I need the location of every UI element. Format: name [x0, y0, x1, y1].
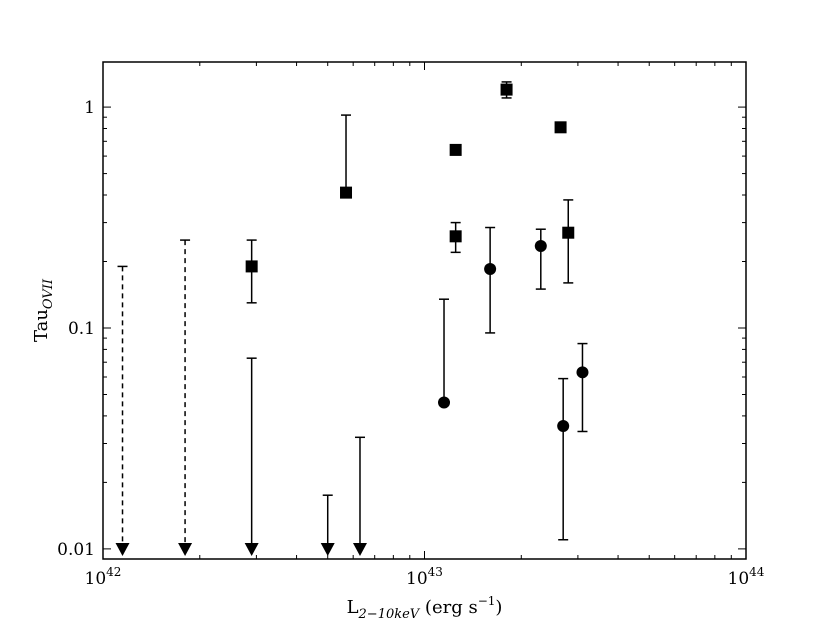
upper-limit-arrow: [178, 543, 193, 556]
square-point: [500, 83, 513, 96]
square-point: [554, 121, 567, 134]
x-tick-label-exponent: 44: [749, 565, 765, 579]
x-tick-label: 1043: [406, 565, 443, 589]
y-axis-label: TauOVII: [31, 278, 56, 342]
upper-limit-arrow: [244, 543, 259, 556]
x-tick-label: 1042: [85, 565, 122, 589]
y-tick-label: 0.1: [68, 319, 95, 339]
x-axis-label-subscript: 2−10keV: [358, 607, 421, 622]
circle-point: [557, 420, 570, 433]
upper-limit-arrow: [320, 543, 335, 556]
upper-limit-arrow: [352, 543, 367, 556]
x-tick-label-base: 10: [406, 569, 428, 589]
x-axis-label-superscript: −1: [478, 594, 496, 608]
x-axis-label: L2−10keV (erg s−1): [347, 594, 503, 622]
y-tick-label: 1: [84, 98, 95, 118]
square-point: [562, 226, 575, 239]
upper-limit-arrow: [115, 543, 130, 556]
y-axis-label-main: Tau: [31, 309, 52, 342]
circle-point: [438, 396, 451, 409]
axis-ticks: [102, 62, 747, 560]
circle-point: [534, 240, 547, 253]
circle-point: [576, 366, 589, 379]
x-axis-label-units-close: ): [495, 597, 502, 618]
y-tick-label: 0.01: [57, 540, 95, 560]
square-point: [245, 260, 258, 273]
y-axis-label-subscript: OVII: [41, 278, 56, 309]
x-axis-label-units: (erg s: [419, 597, 477, 618]
plot-frame: [102, 61, 747, 560]
x-tick-label-exponent: 42: [106, 565, 121, 579]
circle-point: [484, 262, 497, 275]
square-point: [449, 230, 462, 243]
x-axis-label-main: L: [347, 597, 359, 618]
square-point: [449, 143, 462, 156]
x-tick-label-base: 10: [728, 569, 750, 589]
x-tick-label-exponent: 43: [428, 565, 443, 579]
x-tick-label-base: 10: [85, 569, 107, 589]
square-point: [340, 186, 353, 199]
data-marks: [115, 81, 589, 556]
x-tick-label: 1044: [728, 565, 765, 589]
